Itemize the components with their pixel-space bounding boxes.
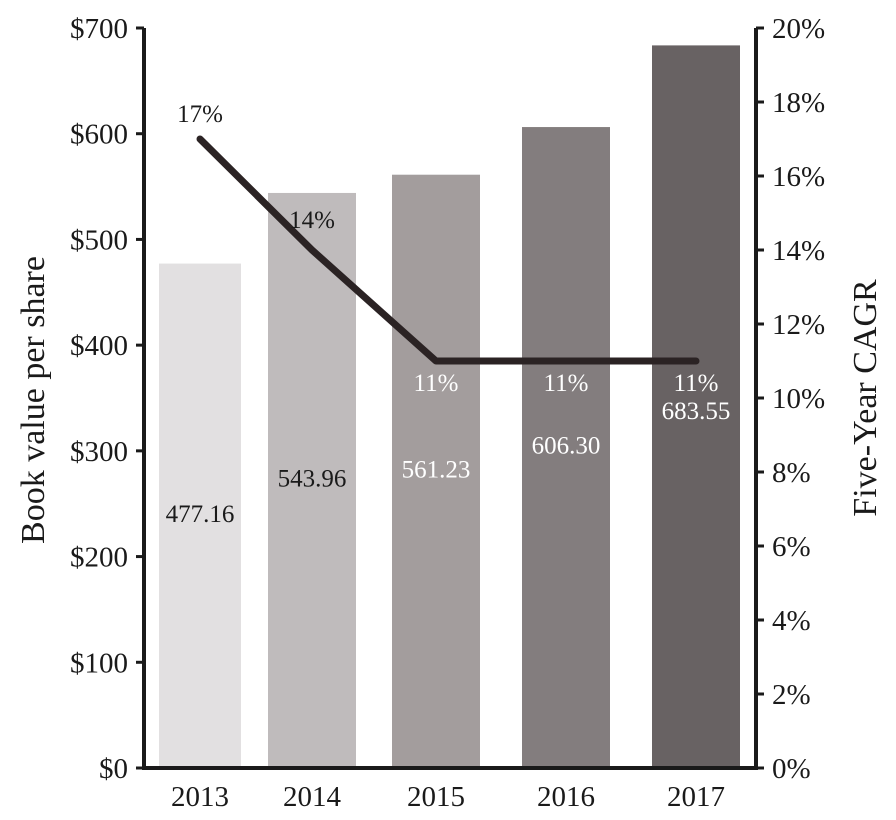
right-tick-label: 2% bbox=[772, 679, 811, 711]
right-tick-label: 6% bbox=[772, 531, 811, 563]
right-tick-label: 18% bbox=[772, 87, 825, 119]
bar-2015 bbox=[392, 174, 480, 768]
cagr-line bbox=[196, 135, 700, 365]
cagr-label-2016: 11% bbox=[544, 370, 589, 397]
left-tick-label: $600 bbox=[70, 119, 128, 151]
right-tick-label: 0% bbox=[772, 753, 811, 785]
cagr-label-2014: 14% bbox=[289, 207, 335, 234]
left-tick-label: $300 bbox=[70, 436, 128, 468]
axes-layer: $0 $100 $200 $300 $400 $500 $600 $700 0% 2% 4% 6% 8%… bbox=[70, 13, 825, 813]
right-axis-title: Five-Year CAGR bbox=[847, 279, 884, 517]
bars-layer bbox=[159, 45, 740, 769]
left-tick-label: $400 bbox=[70, 330, 128, 362]
right-tick-label: 20% bbox=[772, 13, 825, 45]
cagr-label-2017: 11% bbox=[674, 370, 719, 397]
left-axis-title: Book value per share bbox=[15, 256, 52, 544]
cagr-label-2013: 17% bbox=[177, 101, 223, 128]
right-tick-label: 16% bbox=[772, 161, 825, 193]
left-tick-label: $0 bbox=[99, 753, 128, 785]
right-tick-label: 14% bbox=[772, 235, 825, 267]
right-tick-label: 12% bbox=[772, 309, 825, 341]
bar-2014 bbox=[268, 192, 356, 769]
bar-value-label-2015: 561.23 bbox=[402, 456, 471, 483]
x-tick-label-2017: 2017 bbox=[667, 781, 725, 813]
bar-value-label-2014: 543.96 bbox=[278, 465, 347, 492]
cagr-label-2015: 11% bbox=[414, 370, 459, 397]
bar-2016 bbox=[522, 127, 610, 769]
bar-value-label-2013: 477.16 bbox=[166, 501, 235, 528]
right-tick-label: 8% bbox=[772, 457, 811, 489]
x-tick-label-2014: 2014 bbox=[283, 781, 342, 813]
data-labels-layer: 477.16 543.96 561.23 606.30 683.55 17% 14% 11% 1… bbox=[166, 101, 731, 528]
bar-2017 bbox=[652, 45, 740, 768]
left-tick-label: $100 bbox=[70, 647, 128, 679]
bar-value-label-2016: 606.30 bbox=[532, 433, 601, 460]
left-tick-label: $200 bbox=[70, 542, 128, 574]
left-tick-label: $700 bbox=[70, 13, 128, 45]
x-tick-label-2016: 2016 bbox=[537, 781, 595, 813]
left-tick-label: $500 bbox=[70, 224, 128, 256]
x-tick-label-2015: 2015 bbox=[407, 781, 465, 813]
bar-value-label-2017: 683.55 bbox=[662, 398, 731, 425]
cagr-line-layer bbox=[196, 135, 700, 365]
right-tick-label: 10% bbox=[772, 383, 825, 415]
bar-2013 bbox=[159, 263, 241, 768]
x-tick-label-2013: 2013 bbox=[171, 781, 229, 813]
right-tick-label: 4% bbox=[772, 605, 811, 637]
